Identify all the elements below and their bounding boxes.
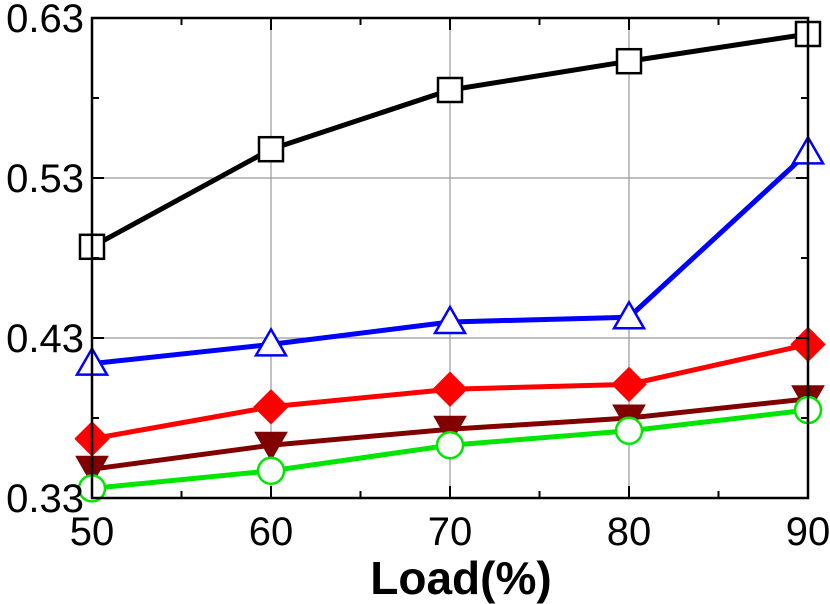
series-4-point-1 <box>256 456 286 486</box>
series-2-point-2 <box>432 371 468 407</box>
series-3-point-2 <box>433 415 467 446</box>
series-0-point-3 <box>615 47 643 75</box>
y-tick-label-2: 0.53 <box>6 157 84 201</box>
series-0-point-1 <box>257 135 285 163</box>
x-tick-label-4: 90 <box>786 510 830 554</box>
series-1-point-2 <box>432 304 468 335</box>
series-1-point-3 <box>611 299 647 330</box>
y-tick-label-1: 0.43 <box>6 317 84 361</box>
x-axis-title: Load(%) <box>370 552 551 604</box>
series-2-point-3 <box>611 366 647 403</box>
x-tick-label-2: 70 <box>428 510 473 554</box>
axes: 50 60 70 80 90 0.33 0.43 0.53 0.63 <box>6 0 830 554</box>
series-3-point-1 <box>254 431 288 462</box>
series-4-point-3 <box>614 416 644 446</box>
x-tick-label-0: 50 <box>70 510 115 554</box>
y-tick-label-0: 0.33 <box>6 477 84 521</box>
y-tick-label-3: 0.63 <box>6 0 84 41</box>
series-2-point-1 <box>253 389 289 425</box>
series-4-point-2 <box>435 430 465 460</box>
series-1-point-1 <box>253 326 289 357</box>
x-tick-label-1: 60 <box>249 510 294 554</box>
series-0-point-2 <box>436 76 464 104</box>
series-layer <box>74 20 826 503</box>
x-tick-label-3: 80 <box>607 510 652 554</box>
